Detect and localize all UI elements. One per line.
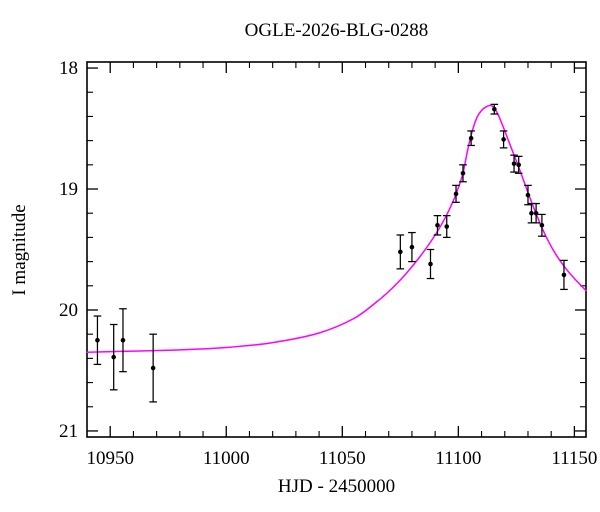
point-marker xyxy=(525,192,531,198)
data-point xyxy=(452,184,460,203)
data-point xyxy=(396,234,405,270)
x-tick-label: 11000 xyxy=(203,448,250,469)
data-point xyxy=(532,202,540,224)
point-marker xyxy=(120,337,126,343)
data-point xyxy=(149,333,157,403)
point-marker xyxy=(435,223,440,228)
point-marker xyxy=(444,224,450,229)
point-marker xyxy=(516,162,521,168)
point-marker xyxy=(501,137,506,142)
data-point xyxy=(408,231,416,263)
data-point xyxy=(109,323,118,391)
point-marker xyxy=(492,106,497,112)
point-marker xyxy=(428,261,433,267)
point-marker xyxy=(533,210,539,216)
data-point xyxy=(442,215,451,239)
x-tick-label: 11100 xyxy=(435,448,481,469)
point-marker xyxy=(539,223,545,228)
x-axis-label: HJD - 2450000 xyxy=(277,476,396,497)
point-marker xyxy=(529,210,534,216)
point-marker xyxy=(460,170,466,176)
point-marker xyxy=(95,337,100,343)
point-marker xyxy=(150,365,156,371)
chart-title: OGLE-2026-BLG-0288 xyxy=(244,20,429,41)
point-marker xyxy=(561,272,567,278)
point-marker xyxy=(398,249,403,255)
point-marker xyxy=(453,191,459,197)
model-curve xyxy=(86,104,587,354)
data-point xyxy=(510,154,518,173)
data-point xyxy=(433,215,442,236)
point-marker xyxy=(468,135,474,141)
data-point xyxy=(459,164,467,183)
data-point xyxy=(467,130,475,147)
point-marker xyxy=(511,161,517,166)
data-point xyxy=(524,184,532,206)
y-axis-label: I magnitude xyxy=(9,204,30,296)
x-tick-label: 11150 xyxy=(551,448,597,469)
y-tick-label: 20 xyxy=(59,300,78,321)
data-point xyxy=(119,308,127,373)
data-point xyxy=(93,315,102,366)
data-point xyxy=(514,155,523,174)
point-marker xyxy=(111,354,116,360)
data-point xyxy=(490,103,499,115)
data-point xyxy=(426,248,435,280)
y-tick-label: 19 xyxy=(59,179,78,200)
point-marker xyxy=(409,244,415,250)
x-tick-label: 11050 xyxy=(319,448,366,469)
plot-frame xyxy=(86,61,587,438)
data-point xyxy=(538,213,546,237)
y-tick-label: 18 xyxy=(59,58,78,79)
data-point xyxy=(560,259,568,291)
data-point xyxy=(499,130,508,149)
x-tick-label: 10950 xyxy=(86,448,134,469)
y-tick-label: 21 xyxy=(59,421,78,442)
